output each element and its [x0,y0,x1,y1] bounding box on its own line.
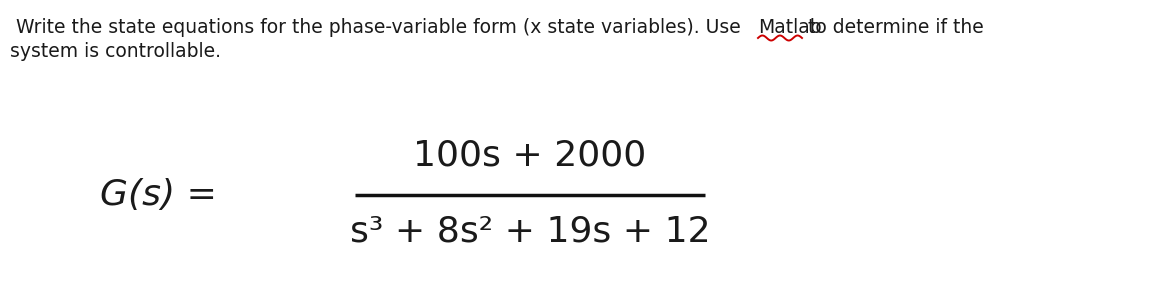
Text: to determine if the: to determine if the [802,18,983,37]
Text: G(s) =: G(s) = [100,178,217,212]
Text: Write the state equations for the phase-variable form (x state variables). Use: Write the state equations for the phase-… [10,18,747,37]
Text: Matlab: Matlab [758,18,821,37]
Text: system is controllable.: system is controllable. [10,42,221,61]
Text: s³ + 8s² + 19s + 12: s³ + 8s² + 19s + 12 [350,215,711,249]
Text: 100s + 2000: 100s + 2000 [414,138,647,172]
